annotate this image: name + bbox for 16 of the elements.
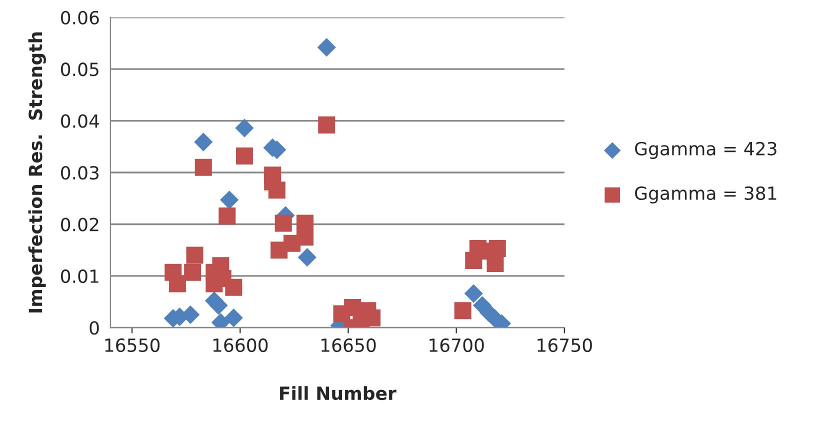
y-axis-title: Imperfection Res. Strength: [28, 32, 46, 312]
legend-label: Ggamma = 423: [635, 142, 776, 159]
x-tick-label: 16700: [430, 338, 484, 352]
y-tick-label: 0: [90, 321, 99, 335]
y-tick-label: 0.01: [61, 269, 98, 284]
y-tick-label: 0.06: [61, 10, 99, 24]
x-tick-label: 16600: [213, 338, 268, 352]
x-tick-label: 16550: [105, 338, 160, 352]
y-tick-label: 0.02: [61, 218, 98, 232]
y-tick-label: 0.04: [61, 114, 99, 128]
x-axis-title: Fill Number: [280, 386, 396, 400]
x-tick-label: 16650: [322, 338, 376, 352]
x-tick-label: 16750: [538, 338, 592, 352]
legend-label: Ggamma = 381: [635, 186, 776, 204]
y-tick-label: 0.05: [61, 62, 98, 76]
y-tick-label: 0.03: [61, 166, 99, 180]
